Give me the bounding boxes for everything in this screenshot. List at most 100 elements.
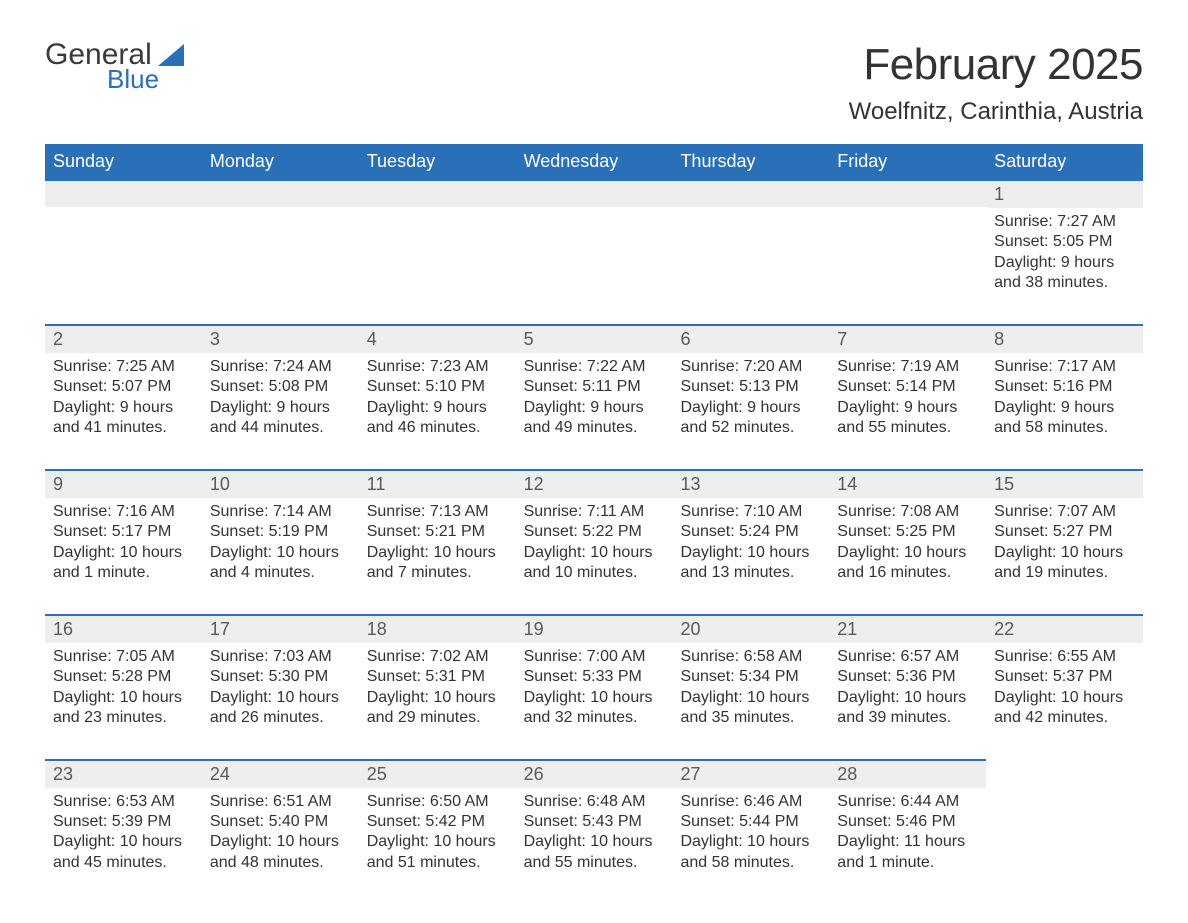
day-daylight2: and 39 minutes. — [837, 708, 978, 728]
empty-day-header — [359, 179, 516, 207]
day-body: Sunrise: 7:22 AMSunset: 5:11 PMDaylight:… — [516, 353, 673, 469]
day-sunset: Sunset: 5:31 PM — [367, 667, 508, 687]
day-daylight1: Daylight: 9 hours — [53, 398, 194, 418]
day-sunset: Sunset: 5:05 PM — [994, 232, 1135, 252]
week-row: 9 Sunrise: 7:16 AMSunset: 5:17 PMDaylight… — [45, 469, 1143, 614]
day-cell: 2Sunrise: 7:25 AMSunset: 5:07 PMDaylight… — [45, 324, 202, 469]
day-body: Sunrise: 7:05 AMSunset: 5:28 PMDaylight:… — [45, 643, 202, 759]
day-header-bar: 21 — [829, 614, 986, 643]
day-cell: 16 Sunrise: 7:05 AMSunset: 5:28 PMDayligh… — [45, 614, 202, 759]
day-header-bar: 7 — [829, 324, 986, 353]
day-sunset: Sunset: 5:39 PM — [53, 812, 194, 832]
day-cell: 7 Sunrise: 7:19 AMSunset: 5:14 PMDaylight… — [829, 324, 986, 469]
day-sunrise: Sunrise: 7:00 AM — [524, 647, 665, 667]
day-daylight2: and 19 minutes. — [994, 563, 1135, 583]
day-daylight1: Daylight: 11 hours — [837, 832, 978, 852]
day-sunrise: Sunrise: 7:02 AM — [367, 647, 508, 667]
day-sunset: Sunset: 5:40 PM — [210, 812, 351, 832]
week-row: 2Sunrise: 7:25 AMSunset: 5:07 PMDaylight… — [45, 324, 1143, 469]
day-sunset: Sunset: 5:42 PM — [367, 812, 508, 832]
page-title: February 2025 — [849, 40, 1143, 90]
day-daylight2: and 46 minutes. — [367, 418, 508, 438]
day-header-bar: 10 — [202, 469, 359, 498]
day-sunset: Sunset: 5:30 PM — [210, 667, 351, 687]
day-header-bar: 17 — [202, 614, 359, 643]
day-number: 10 — [210, 474, 230, 494]
day-daylight2: and 51 minutes. — [367, 853, 508, 873]
day-sunrise: Sunrise: 6:58 AM — [680, 647, 821, 667]
day-daylight1: Daylight: 10 hours — [837, 543, 978, 563]
day-body: Sunrise: 7:13 AMSunset: 5:21 PMDaylight:… — [359, 498, 516, 614]
day-body: Sunrise: 7:23 AMSunset: 5:10 PMDaylight:… — [359, 353, 516, 469]
weekday-header-cell: Tuesday — [359, 144, 516, 179]
day-number: 1 — [994, 184, 1004, 204]
day-body: Sunrise: 7:08 AMSunset: 5:25 PMDaylight:… — [829, 498, 986, 614]
empty-day-header — [516, 179, 673, 207]
day-daylight2: and 58 minutes. — [680, 853, 821, 873]
empty-day-header — [672, 179, 829, 207]
title-block: February 2025 Woelfnitz, Carinthia, Aust… — [849, 40, 1143, 126]
day-cell — [986, 759, 1143, 884]
day-sunrise: Sunrise: 7:24 AM — [210, 357, 351, 377]
day-cell: 22Sunrise: 6:55 AMSunset: 5:37 PMDayligh… — [986, 614, 1143, 759]
empty-day-header — [45, 179, 202, 207]
day-daylight1: Daylight: 9 hours — [210, 398, 351, 418]
weekday-header-row: SundayMondayTuesdayWednesdayThursdayFrid… — [45, 144, 1143, 179]
day-daylight2: and 52 minutes. — [680, 418, 821, 438]
day-body: Sunrise: 7:14 AMSunset: 5:19 PMDaylight:… — [202, 498, 359, 614]
day-header-bar: 8 — [986, 324, 1143, 353]
day-number: 16 — [53, 619, 73, 639]
day-header-bar: 25 — [359, 759, 516, 788]
day-sunset: Sunset: 5:16 PM — [994, 377, 1135, 397]
day-number: 18 — [367, 619, 387, 639]
day-cell — [202, 179, 359, 324]
empty-day-header — [829, 179, 986, 207]
day-daylight1: Daylight: 10 hours — [680, 688, 821, 708]
day-sunset: Sunset: 5:10 PM — [367, 377, 508, 397]
day-sunrise: Sunrise: 6:50 AM — [367, 792, 508, 812]
day-sunrise: Sunrise: 7:05 AM — [53, 647, 194, 667]
day-number: 7 — [837, 329, 847, 349]
day-daylight1: Daylight: 10 hours — [210, 688, 351, 708]
day-number: 22 — [994, 619, 1014, 639]
day-body: Sunrise: 6:48 AMSunset: 5:43 PMDaylight:… — [516, 788, 673, 884]
day-header-bar: 27 — [672, 759, 829, 788]
day-daylight1: Daylight: 10 hours — [210, 832, 351, 852]
day-body: Sunrise: 6:46 AMSunset: 5:44 PMDaylight:… — [672, 788, 829, 884]
day-sunrise: Sunrise: 7:17 AM — [994, 357, 1135, 377]
day-daylight2: and 55 minutes. — [524, 853, 665, 873]
day-sunrise: Sunrise: 6:57 AM — [837, 647, 978, 667]
day-number: 11 — [367, 474, 386, 494]
day-cell: 26Sunrise: 6:48 AMSunset: 5:43 PMDayligh… — [516, 759, 673, 884]
day-sunset: Sunset: 5:27 PM — [994, 522, 1135, 542]
day-sunset: Sunset: 5:08 PM — [210, 377, 351, 397]
day-cell: 4Sunrise: 7:23 AMSunset: 5:10 PMDaylight… — [359, 324, 516, 469]
day-sunrise: Sunrise: 7:23 AM — [367, 357, 508, 377]
day-body: Sunrise: 7:19 AMSunset: 5:14 PMDaylight:… — [829, 353, 986, 469]
day-daylight2: and 49 minutes. — [524, 418, 665, 438]
day-cell: 28Sunrise: 6:44 AMSunset: 5:46 PMDayligh… — [829, 759, 986, 884]
day-sunset: Sunset: 5:22 PM — [524, 522, 665, 542]
day-sunset: Sunset: 5:46 PM — [837, 812, 978, 832]
day-cell: 23Sunrise: 6:53 AMSunset: 5:39 PMDayligh… — [45, 759, 202, 884]
day-body: Sunrise: 7:24 AMSunset: 5:08 PMDaylight:… — [202, 353, 359, 469]
day-sunrise: Sunrise: 7:07 AM — [994, 502, 1135, 522]
day-number: 15 — [994, 474, 1014, 494]
day-daylight1: Daylight: 9 hours — [837, 398, 978, 418]
day-daylight2: and 13 minutes. — [680, 563, 821, 583]
day-header-bar: 26 — [516, 759, 673, 788]
day-daylight1: Daylight: 10 hours — [367, 688, 508, 708]
day-body: Sunrise: 7:16 AMSunset: 5:17 PMDaylight:… — [45, 498, 202, 614]
day-header-bar: 1 — [986, 179, 1143, 208]
week-row: 16 Sunrise: 7:05 AMSunset: 5:28 PMDayligh… — [45, 614, 1143, 759]
day-number: 9 — [53, 474, 63, 494]
day-cell: 20Sunrise: 6:58 AMSunset: 5:34 PMDayligh… — [672, 614, 829, 759]
day-sunrise: Sunrise: 7:19 AM — [837, 357, 978, 377]
day-body: Sunrise: 7:00 AMSunset: 5:33 PMDaylight:… — [516, 643, 673, 759]
day-daylight2: and 58 minutes. — [994, 418, 1135, 438]
day-sunset: Sunset: 5:33 PM — [524, 667, 665, 687]
day-cell: 27Sunrise: 6:46 AMSunset: 5:44 PMDayligh… — [672, 759, 829, 884]
day-header-bar: 4 — [359, 324, 516, 353]
day-sunset: Sunset: 5:13 PM — [680, 377, 821, 397]
day-daylight1: Daylight: 9 hours — [680, 398, 821, 418]
